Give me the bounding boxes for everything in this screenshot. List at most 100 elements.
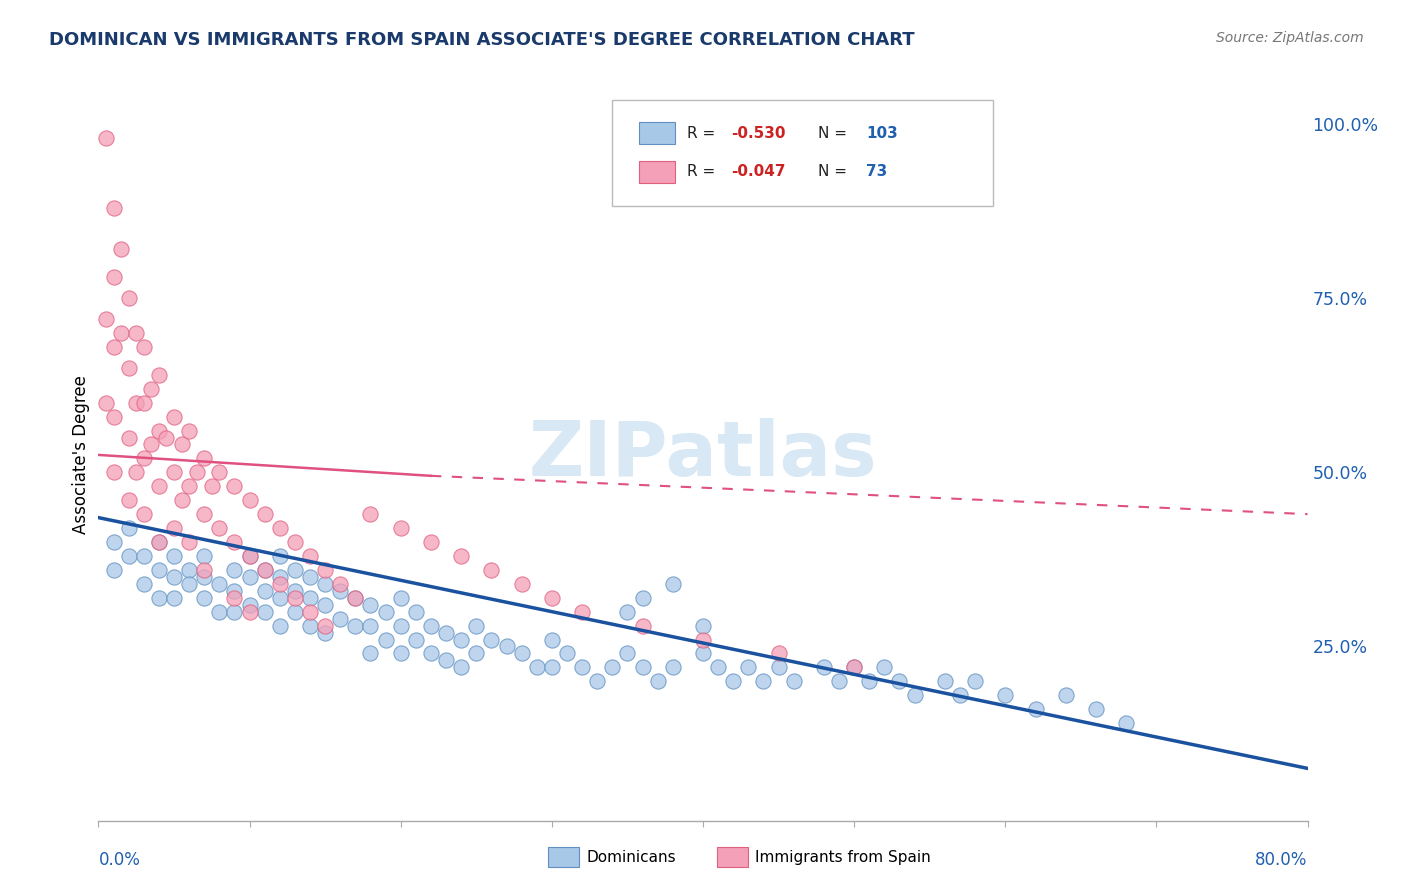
Point <box>965 674 987 689</box>
Point <box>360 598 382 612</box>
Point <box>224 479 246 493</box>
Point <box>752 674 775 689</box>
Point <box>284 583 307 598</box>
Point <box>132 549 155 563</box>
Point <box>179 479 201 493</box>
Text: Dominicans: Dominicans <box>586 850 676 864</box>
Point <box>450 549 472 563</box>
Point <box>239 549 262 563</box>
Point <box>284 535 307 549</box>
Point <box>481 632 503 647</box>
Point <box>949 688 972 702</box>
Point <box>193 591 215 605</box>
Point <box>540 632 562 647</box>
Point <box>284 591 307 605</box>
Point <box>420 647 443 661</box>
Point <box>208 576 231 591</box>
Point <box>828 674 851 689</box>
Point <box>1054 688 1077 702</box>
Text: DOMINICAN VS IMMIGRANTS FROM SPAIN ASSOCIATE'S DEGREE CORRELATION CHART: DOMINICAN VS IMMIGRANTS FROM SPAIN ASSOC… <box>49 31 915 49</box>
Point <box>163 570 186 584</box>
Point <box>170 493 193 508</box>
FancyBboxPatch shape <box>613 100 993 206</box>
Point <box>481 563 503 577</box>
Point <box>1024 702 1046 716</box>
Point <box>844 660 866 674</box>
Point <box>555 647 578 661</box>
Point <box>647 674 669 689</box>
Point <box>239 605 262 619</box>
Point <box>125 466 148 480</box>
Point <box>239 570 262 584</box>
Point <box>314 625 336 640</box>
Point <box>360 618 382 632</box>
Point <box>389 618 412 632</box>
Point <box>994 688 1017 702</box>
Point <box>179 576 201 591</box>
Text: 73: 73 <box>866 164 887 179</box>
Point <box>193 507 215 521</box>
Point <box>873 660 896 674</box>
Point <box>360 507 382 521</box>
Point <box>103 270 125 285</box>
Point <box>314 576 336 591</box>
Point <box>253 507 276 521</box>
Text: 0.0%: 0.0% <box>98 851 141 869</box>
Point <box>208 466 231 480</box>
Point <box>186 466 208 480</box>
Point <box>723 674 745 689</box>
Point <box>118 291 141 305</box>
Point <box>193 563 215 577</box>
Text: Source: ZipAtlas.com: Source: ZipAtlas.com <box>1216 31 1364 45</box>
Point <box>344 591 367 605</box>
Point <box>540 591 562 605</box>
Text: ZIPatlas: ZIPatlas <box>529 418 877 491</box>
Point <box>125 326 148 340</box>
Point <box>201 479 224 493</box>
Point <box>344 618 367 632</box>
Point <box>239 493 262 508</box>
Point <box>239 549 262 563</box>
Point <box>374 605 396 619</box>
Text: R =: R = <box>688 164 720 179</box>
Point <box>495 640 517 654</box>
Point <box>193 570 215 584</box>
Point <box>253 563 276 577</box>
Point <box>526 660 548 674</box>
Point <box>420 618 443 632</box>
Point <box>389 647 412 661</box>
Point <box>329 576 352 591</box>
Point <box>103 340 125 354</box>
Point <box>314 618 336 632</box>
Point <box>103 409 125 424</box>
Point <box>510 647 533 661</box>
Text: -0.047: -0.047 <box>731 164 786 179</box>
Point <box>616 647 638 661</box>
Point <box>299 570 322 584</box>
Point <box>94 395 117 409</box>
Point <box>269 521 291 535</box>
Point <box>224 583 246 598</box>
Point <box>889 674 911 689</box>
Point <box>571 605 593 619</box>
Point <box>94 312 117 326</box>
Point <box>170 437 193 451</box>
Point <box>163 466 186 480</box>
Point <box>103 201 125 215</box>
Point <box>284 563 307 577</box>
Point <box>125 395 148 409</box>
Point <box>193 549 215 563</box>
Point <box>661 576 683 591</box>
Point <box>269 591 291 605</box>
Point <box>118 493 141 508</box>
Point <box>132 451 155 466</box>
Point <box>768 660 790 674</box>
Point <box>224 535 246 549</box>
Point <box>934 674 956 689</box>
Point <box>253 583 276 598</box>
Point <box>631 591 654 605</box>
Point <box>163 409 186 424</box>
Point <box>148 368 170 382</box>
Point <box>616 605 638 619</box>
Point <box>707 660 730 674</box>
